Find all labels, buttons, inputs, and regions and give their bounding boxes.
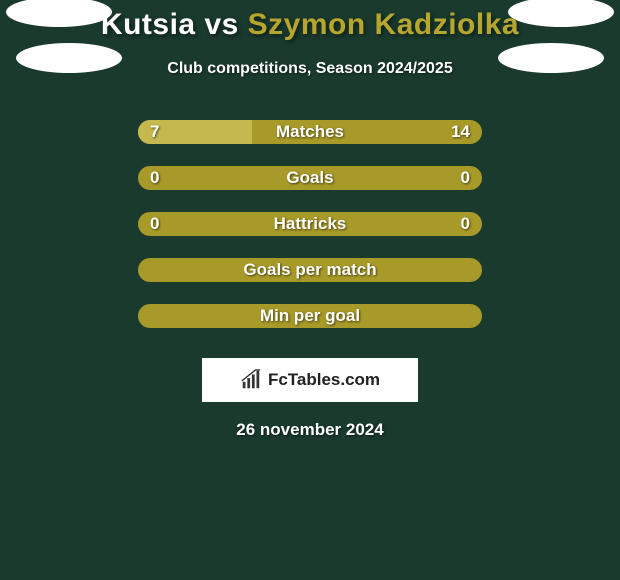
decor-ellipse [16,43,122,73]
decor-ellipse [498,43,604,73]
date-text: 26 november 2024 [0,420,620,440]
chart-icon [240,369,262,391]
vs-label: vs [204,8,238,41]
stat-bar: Hattricks0 0 [138,212,482,236]
stat-row: Goals per match [0,258,620,304]
stat-label: Min per goal [138,304,482,328]
player2-name: Szymon Kadziolka [248,8,519,41]
infographic-container: Kutsia vs Szymon Kadziolka Club competit… [0,0,620,440]
stat-value-right: 14 [451,120,470,144]
stat-value-left: 7 [150,120,159,144]
stat-value-right: 0 [461,166,470,190]
stat-bar: Goals per match [138,258,482,282]
stat-label: Goals per match [138,258,482,282]
stat-bar: Goals0 0 [138,166,482,190]
stat-label: Goals [138,166,482,190]
stat-bar: Matches7 14 [138,120,482,144]
brand-box: FcTables.com [202,358,418,402]
stat-bar: Min per goal [138,304,482,328]
stat-row: Hattricks0 0 [0,212,620,258]
brand-text: FcTables.com [268,370,380,390]
stat-row: Min per goal [0,304,620,350]
player1-name: Kutsia [101,8,196,41]
stat-value-left: 0 [150,212,159,236]
stat-label: Matches [138,120,482,144]
stat-value-left: 0 [150,166,159,190]
stat-row: Goals0 0 [0,166,620,212]
stat-rows: Matches714Goals00Hattricks00Goals per ma… [0,120,620,350]
stat-label: Hattricks [138,212,482,236]
stat-row: Matches7 14 [0,120,620,166]
stat-value-right: 0 [461,212,470,236]
